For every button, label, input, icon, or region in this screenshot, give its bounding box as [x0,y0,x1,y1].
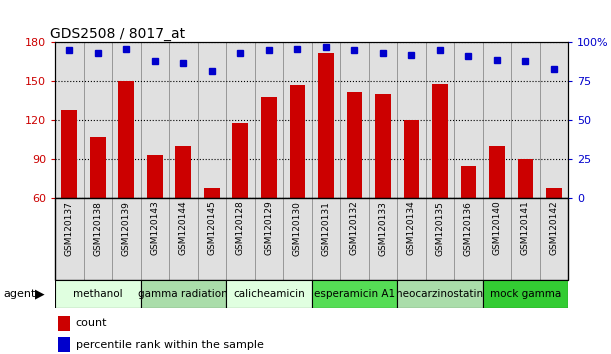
Bar [489,146,505,276]
Bar [283,198,312,280]
Text: agent: agent [3,289,35,299]
Bar [55,198,84,280]
Bar [546,188,562,276]
Text: gamma radiation: gamma radiation [139,289,228,299]
Bar [397,198,426,280]
Text: GSM120129: GSM120129 [265,201,273,256]
Bar [340,198,368,280]
Bar [57,337,70,352]
Bar [511,198,540,280]
Text: esperamicin A1: esperamicin A1 [314,289,395,299]
Text: calicheamicin: calicheamicin [233,289,305,299]
Text: neocarzinostatin: neocarzinostatin [397,289,483,299]
Bar [283,42,312,198]
Bar [432,84,448,276]
Bar [511,42,540,198]
Bar [175,146,191,276]
Bar [403,120,419,276]
Bar [197,42,226,198]
Bar [255,198,283,280]
Text: ▶: ▶ [35,287,45,300]
Text: GSM120134: GSM120134 [407,201,416,256]
Bar [461,166,477,276]
Bar [346,92,362,276]
Bar [340,42,368,198]
Bar [426,42,454,198]
Text: GSM120140: GSM120140 [492,201,502,256]
Bar [90,137,106,276]
Bar [61,110,77,276]
Text: GSM120136: GSM120136 [464,201,473,256]
Bar [368,198,397,280]
Bar [540,198,568,280]
Bar [483,42,511,198]
Bar [368,42,397,198]
Text: GSM120142: GSM120142 [549,201,558,255]
Bar [426,198,454,280]
Bar [375,95,391,276]
Bar [55,280,141,308]
Bar [255,42,283,198]
Bar [112,42,141,198]
Bar [169,42,197,198]
Text: GSM120143: GSM120143 [150,201,159,256]
Bar [112,198,141,280]
Bar [226,42,255,198]
Bar [169,198,197,280]
Bar [483,198,511,280]
Bar [540,42,568,198]
Bar [84,198,112,280]
Text: GSM120135: GSM120135 [436,201,444,256]
Text: GSM120141: GSM120141 [521,201,530,256]
Bar [397,42,426,198]
Bar [147,155,163,276]
Bar [397,280,483,308]
Text: GSM120132: GSM120132 [350,201,359,256]
Text: GSM120139: GSM120139 [122,201,131,256]
Bar [226,198,255,280]
Text: GSM120133: GSM120133 [378,201,387,256]
Bar [232,123,248,276]
Text: percentile rank within the sample: percentile rank within the sample [76,339,263,350]
Text: GSM120138: GSM120138 [93,201,102,256]
Text: count: count [76,318,107,329]
Text: methanol: methanol [73,289,123,299]
Text: GSM120145: GSM120145 [207,201,216,256]
Bar [141,280,226,308]
Bar [312,198,340,280]
Text: GSM120137: GSM120137 [65,201,74,256]
Bar [312,280,397,308]
Bar [290,85,306,276]
Text: GSM120131: GSM120131 [321,201,331,256]
Text: mock gamma: mock gamma [490,289,561,299]
Bar [204,188,219,276]
Bar [57,316,70,331]
Bar [141,198,169,280]
Bar [141,42,169,198]
Bar [55,198,568,280]
Bar [261,97,277,276]
Bar [84,42,112,198]
Bar [483,280,568,308]
Bar [454,42,483,198]
Bar [454,198,483,280]
Bar [318,53,334,276]
Bar [518,159,533,276]
Text: GSM120128: GSM120128 [236,201,245,256]
Text: GSM120144: GSM120144 [179,201,188,255]
Text: GDS2508 / 8017_at: GDS2508 / 8017_at [50,28,185,41]
Text: GSM120130: GSM120130 [293,201,302,256]
Bar [55,42,84,198]
Bar [312,42,340,198]
Bar [226,280,312,308]
Bar [119,81,134,276]
Bar [197,198,226,280]
